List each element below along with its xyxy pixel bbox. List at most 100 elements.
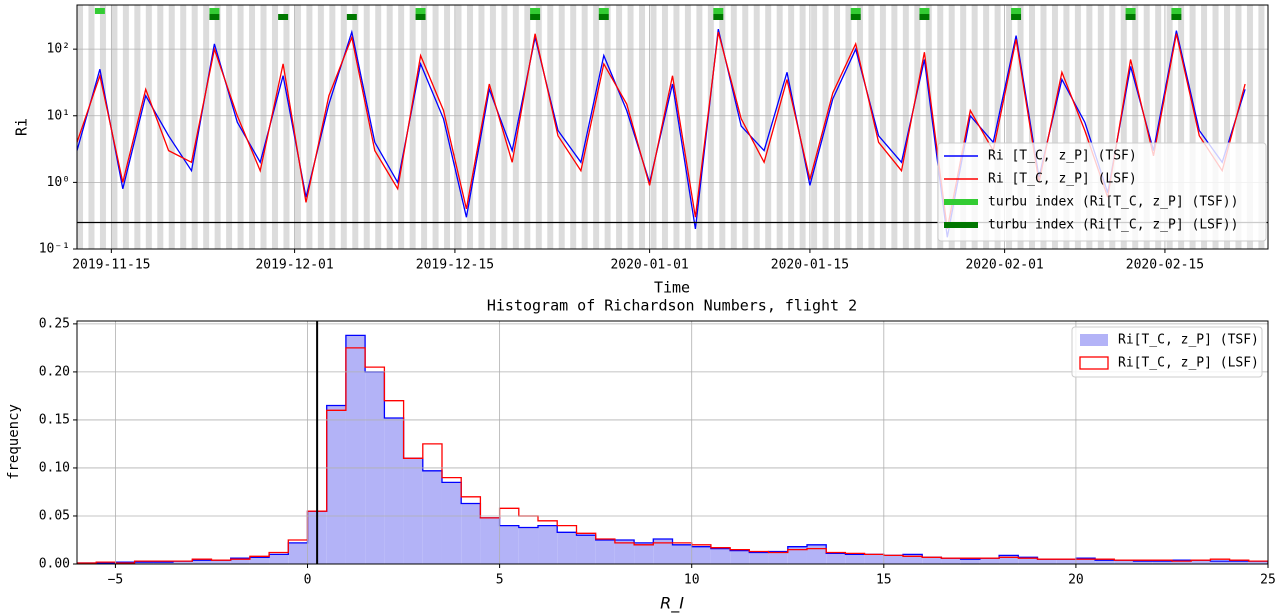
hist-bar	[1095, 560, 1115, 564]
hist-bar	[384, 418, 404, 564]
turbu-marker	[1125, 14, 1136, 20]
x-tick-label: 15	[876, 573, 892, 588]
y-tick-label: 10²	[47, 42, 70, 57]
legend-label: Ri[T_C, z_P] (LSF)	[1118, 356, 1259, 371]
hist-bar	[1056, 559, 1076, 564]
hist-bar	[614, 539, 635, 564]
hist-bar	[173, 561, 193, 564]
turbu-marker	[530, 14, 541, 20]
chart-title: Histogram of Richardson Numbers, flight …	[487, 297, 857, 315]
hist-bar	[1229, 561, 1249, 564]
x-tick-label: 2020-01-01	[610, 258, 688, 273]
y-tick-label: 10⁰	[47, 175, 70, 190]
legend-label: Ri [T_C, z_P] (LSF)	[988, 172, 1137, 187]
hist-bar	[1075, 558, 1096, 564]
hist-bar	[864, 554, 884, 564]
x-tick-label: 2019-12-01	[255, 258, 333, 273]
hist-bar	[903, 554, 923, 564]
hist-bar	[269, 554, 289, 564]
turbu-marker	[1011, 14, 1022, 20]
turbu-marker	[713, 14, 724, 20]
turbu-marker	[598, 14, 609, 20]
hist-bar	[538, 525, 558, 564]
hist-bar	[230, 558, 250, 564]
hist-bar	[557, 532, 577, 564]
hist-bar	[1018, 557, 1038, 564]
hist-bar	[730, 550, 750, 564]
hist-bar	[1114, 560, 1134, 564]
plot-area	[77, 8, 1246, 238]
plot-area	[77, 334, 1268, 564]
plot-frame	[76, 320, 1269, 565]
turbu-marker	[278, 14, 289, 20]
hist-bar	[1037, 559, 1057, 564]
hist-bar	[787, 546, 807, 564]
hist-bar	[922, 557, 942, 564]
turbu-marker	[1125, 8, 1136, 14]
legend-box	[1071, 326, 1263, 378]
turbu-marker	[415, 8, 426, 14]
x-tick-label: 5	[496, 573, 504, 588]
legend-label: turbu index (Ri[T_C, z_P] (LSF))	[988, 218, 1238, 233]
hist-bar	[211, 560, 231, 564]
turbu-marker	[919, 8, 930, 14]
turbu-marker	[1171, 8, 1182, 14]
y-axis-label: frequency	[6, 404, 22, 480]
x-tick-label: 2020-01-15	[771, 258, 849, 273]
hist-bar	[806, 544, 827, 564]
x-axis-label: R_I	[660, 594, 684, 614]
legend-label: Ri [T_C, z_P] (TSF)	[988, 149, 1137, 164]
turbu-marker	[1171, 14, 1182, 20]
y-tick-label: 0.15	[39, 412, 70, 427]
hist-bar	[691, 546, 711, 564]
hist-bar	[634, 542, 654, 564]
x-tick-label: 25	[1260, 573, 1276, 588]
turbu-marker	[209, 8, 220, 14]
hist-bar	[1133, 561, 1153, 564]
hist-bar	[826, 553, 846, 564]
hist-bar	[960, 559, 980, 564]
plot-frame	[76, 4, 1269, 250]
turbu-marker	[919, 14, 930, 20]
hist-bar	[153, 562, 174, 564]
y-tick-label: 0.20	[39, 364, 70, 379]
hist-bar	[1152, 561, 1172, 564]
hist-bar	[672, 544, 692, 564]
x-tick-label: 10	[684, 573, 700, 588]
hist-bar	[1248, 561, 1268, 564]
turbu-marker	[713, 8, 724, 14]
hist-bar	[576, 535, 596, 564]
turbu-marker	[850, 14, 861, 20]
hist-bar	[326, 405, 346, 564]
legend-swatch	[1079, 356, 1109, 370]
hist-outline	[77, 347, 1268, 564]
hist-bar	[999, 555, 1019, 564]
y-tick-label: 0.25	[39, 316, 70, 331]
hist-bar	[422, 470, 442, 564]
hist-bar	[192, 560, 212, 564]
x-tick-label: 2019-12-15	[416, 258, 494, 273]
hist-bar	[979, 558, 1000, 564]
x-tick-label: −5	[108, 573, 124, 588]
y-tick-label: 0.10	[39, 460, 70, 475]
x-tick-label: 2020-02-01	[965, 258, 1043, 273]
legend-swatch	[1080, 334, 1108, 346]
y-axis-label: Ri	[13, 118, 31, 136]
hist-bar	[518, 527, 539, 564]
turbu-marker	[94, 8, 105, 14]
x-tick-label: 2020-02-15	[1126, 258, 1204, 273]
hist-bar	[499, 525, 519, 564]
turbu-marker	[530, 8, 541, 14]
hist-bar	[883, 555, 904, 564]
legend-box	[937, 142, 1267, 242]
hist-bar	[403, 458, 423, 564]
y-tick-label: 10¹	[47, 108, 70, 123]
hist-bar	[1171, 560, 1192, 564]
legend-label: Ri[T_C, z_P] (TSF)	[1118, 333, 1259, 348]
legend-label: turbu index (Ri[T_C, z_P] (TSF))	[988, 195, 1238, 210]
x-tick-label: 0	[304, 573, 312, 588]
hist-bar	[480, 517, 500, 564]
turbu-marker	[598, 8, 609, 14]
x-tick-label: 20	[1068, 573, 1084, 588]
